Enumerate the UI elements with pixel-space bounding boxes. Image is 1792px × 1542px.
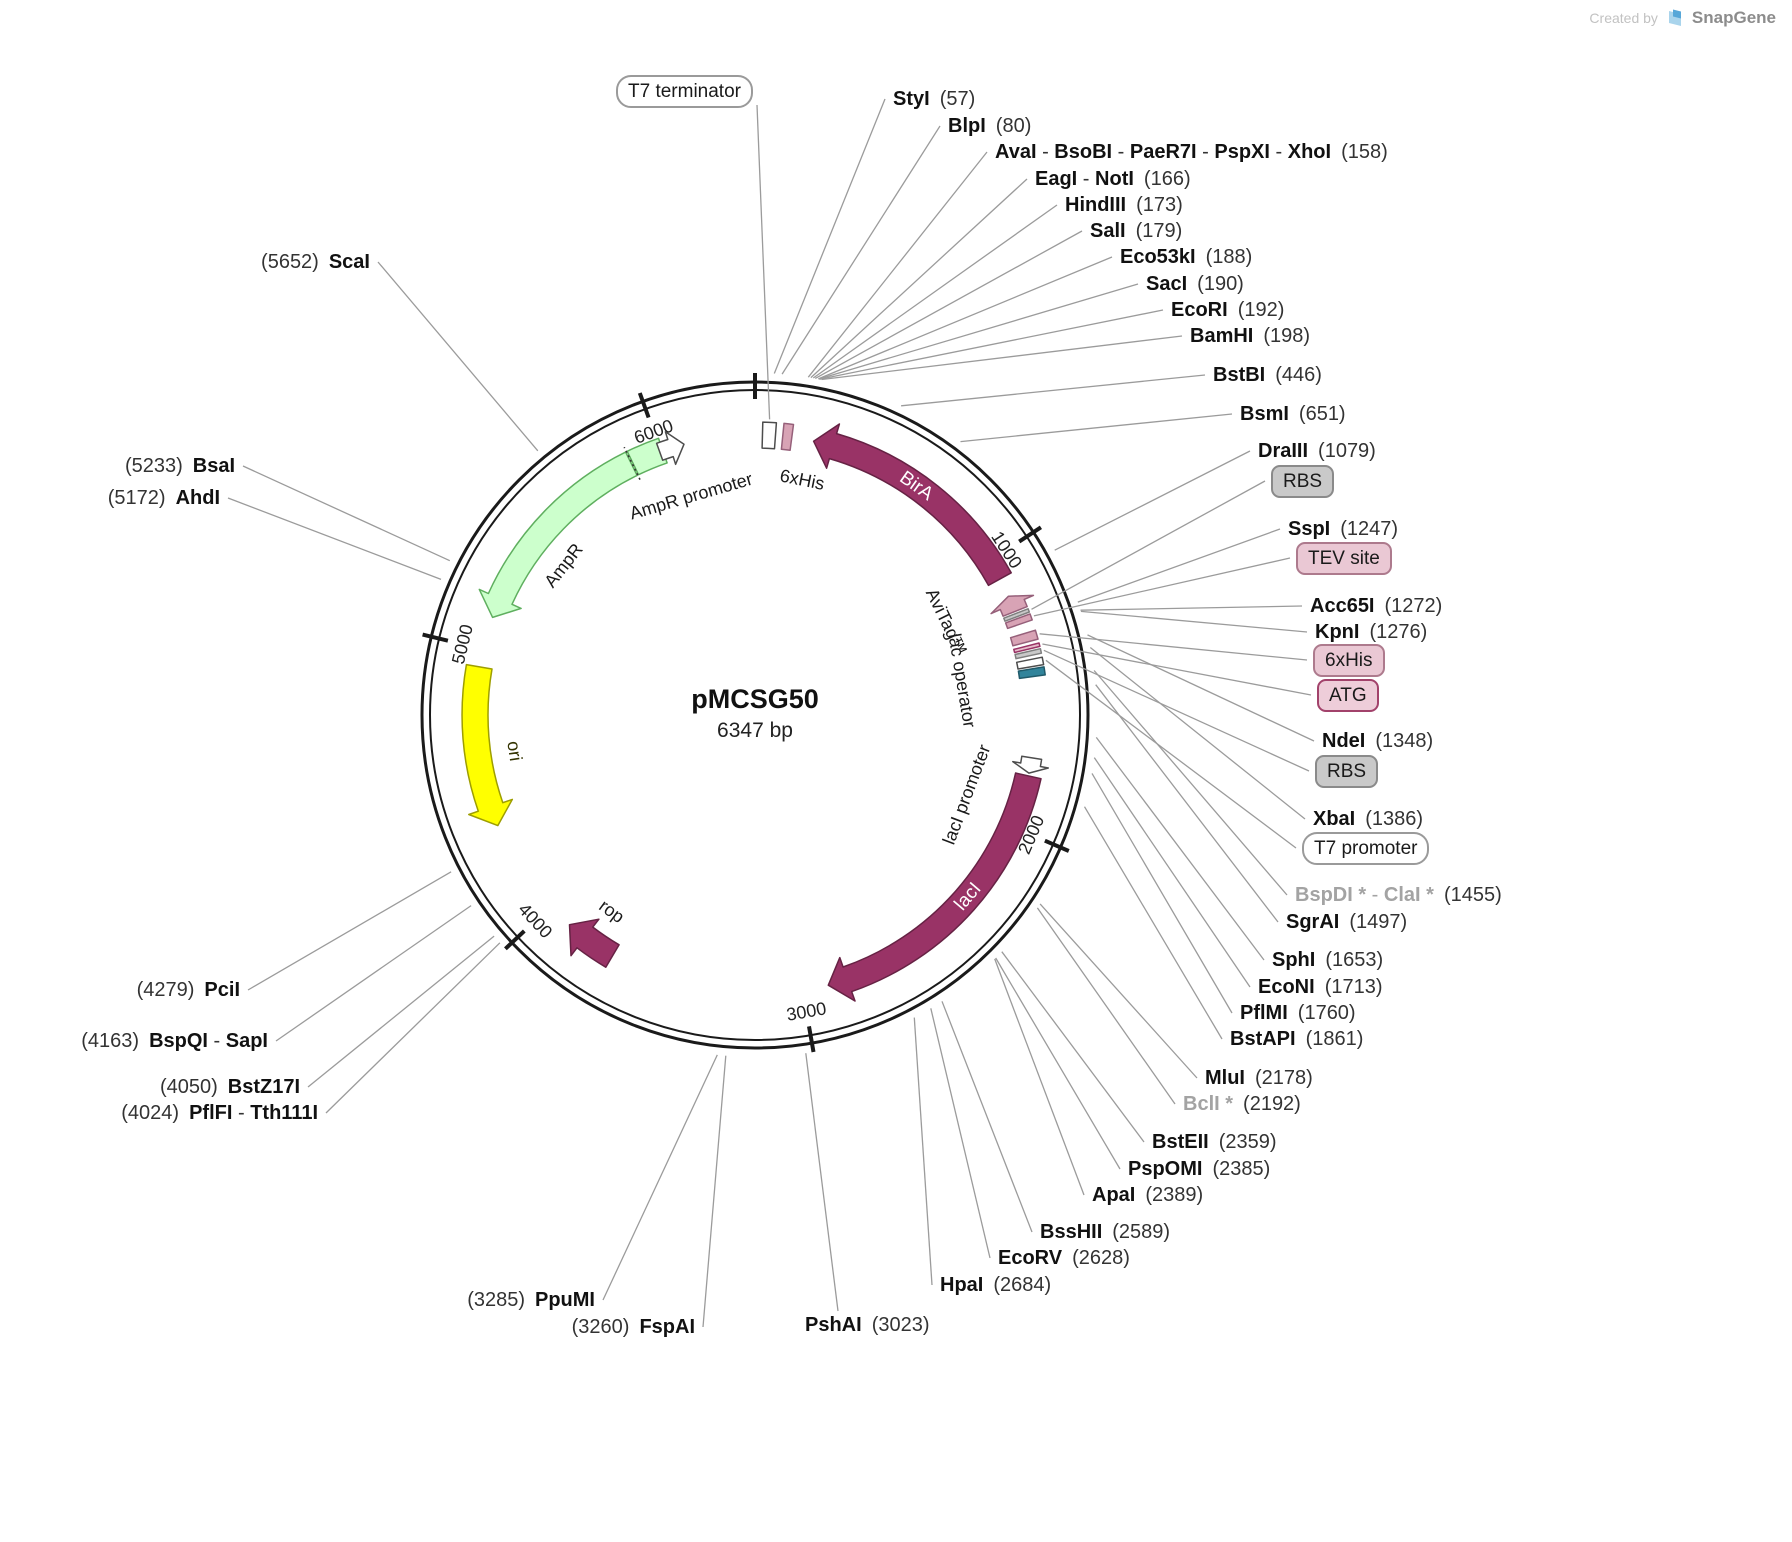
leader-line-bstbi [901, 374, 1206, 407]
tick-label-5000: 5000 [448, 622, 477, 666]
leader-line-eco53ki [818, 256, 1113, 380]
leader-line-sspi [1077, 528, 1281, 603]
feature-name-ampr-promoter: AmpR promoter [627, 469, 755, 524]
leader-line-scai [377, 261, 539, 452]
leader-line-bcli [1036, 907, 1176, 1105]
leader-line-saci [818, 283, 1139, 380]
feature-arc-rop [568, 918, 620, 968]
leader-line-tev-site [1033, 557, 1291, 617]
leader-line-blpi [781, 125, 941, 375]
feature-name-laci-promoter: lacI promoter [939, 742, 995, 847]
leader-line-avai [807, 151, 988, 378]
tick-mark-4000 [504, 929, 526, 951]
leader-line-ahdi [227, 497, 442, 581]
feature-arc-ampr-promoter-arrow [655, 431, 685, 466]
feature-arc-laci-promoter [1012, 755, 1050, 774]
tick-mark-5000 [422, 632, 449, 643]
feature-name-ori: ori [503, 740, 526, 763]
tick-mark-6000 [637, 392, 651, 419]
leader-line-econi [1093, 757, 1251, 988]
leader-line-pcii [247, 871, 452, 991]
leader-line-bspdi [1093, 670, 1288, 896]
leader-line-bamhi [821, 335, 1183, 381]
feature-arc-rbs-1 [1003, 608, 1031, 622]
leader-line-pshai [805, 1053, 839, 1312]
plasmid-ring-outer [420, 380, 1090, 1050]
leader-line-kpni [1080, 610, 1308, 633]
leader-line-fspai [702, 1055, 727, 1328]
leader-line-bspqi [275, 905, 472, 1042]
leader-line-acc65i [1080, 605, 1303, 611]
feature-arc-ampr-promoter [626, 437, 668, 476]
feature-arc-6xhis [1009, 629, 1039, 647]
tick-mark-2000 [1044, 838, 1070, 853]
tick-mark-3000 [807, 1026, 816, 1053]
leader-line-t7-terminator [756, 104, 771, 420]
leader-line-eagi [810, 178, 1028, 379]
leader-line-hindiii [812, 204, 1058, 379]
leader-line-ppumi [602, 1054, 718, 1301]
feature-arc-atg [1013, 642, 1041, 654]
tick-mark-1000 [1018, 525, 1043, 544]
leader-line-bstz17i [307, 935, 495, 1088]
feature-arc-ori [461, 663, 514, 827]
plasmid-ring-inner [429, 389, 1081, 1041]
feature-arc-avitag [990, 594, 1035, 617]
leader-line-6xhis [1039, 633, 1308, 661]
leader-line-ecori [819, 309, 1164, 380]
feature-arc-6xhis-n [780, 422, 795, 452]
feature-arc-tev-site [1004, 613, 1033, 630]
leader-line-hpai [913, 1017, 933, 1286]
tick-label-3000: 3000 [785, 998, 828, 1025]
leader-line-bsteii [1001, 951, 1145, 1143]
leader-line-t7-promoter [1045, 659, 1297, 849]
feature-name-rop: rop [595, 896, 628, 927]
feature-arc-rbs-2 [1014, 647, 1043, 660]
feature-arc-t7-terminator [761, 421, 778, 450]
leader-line-bsai [242, 465, 451, 562]
leader-line-rbs [1031, 480, 1266, 610]
leader-line-apai [994, 958, 1085, 1196]
leader-line-xbai [1089, 646, 1306, 820]
leader-line-sali [814, 230, 1083, 379]
feature-name-6xhis: 6xHis [778, 465, 826, 493]
feature-name-lac-operator: lac operator [944, 632, 979, 729]
leader-line-bsmi [960, 413, 1233, 443]
leader-line-styi [773, 98, 886, 374]
leader-line-pflmi [1091, 773, 1233, 1014]
leader-line-ndei [1087, 634, 1315, 742]
feature-arc-t7-promoter [1015, 656, 1045, 670]
leader-line-ecorv [930, 1008, 991, 1259]
feature-boundary-dotted [623, 446, 641, 480]
leader-line-sphi [1095, 737, 1265, 961]
feature-arc-laci [827, 772, 1042, 1002]
leader-line-draiii [1054, 450, 1251, 551]
leader-line-atg [1042, 643, 1312, 696]
leader-line-mlui [1039, 903, 1198, 1079]
leader-line-rbs [1043, 649, 1310, 772]
feature-arc-lac-operator [1017, 666, 1046, 680]
leader-line-sgrai [1095, 684, 1279, 923]
leader-line-pspomi [995, 957, 1121, 1170]
leader-line-bstapi [1083, 806, 1223, 1040]
leader-line-pflfi [325, 942, 501, 1114]
leader-line-bsshii [941, 1001, 1033, 1233]
feature-arc-ampr [478, 451, 638, 619]
feature-arc-bira [812, 423, 1012, 587]
